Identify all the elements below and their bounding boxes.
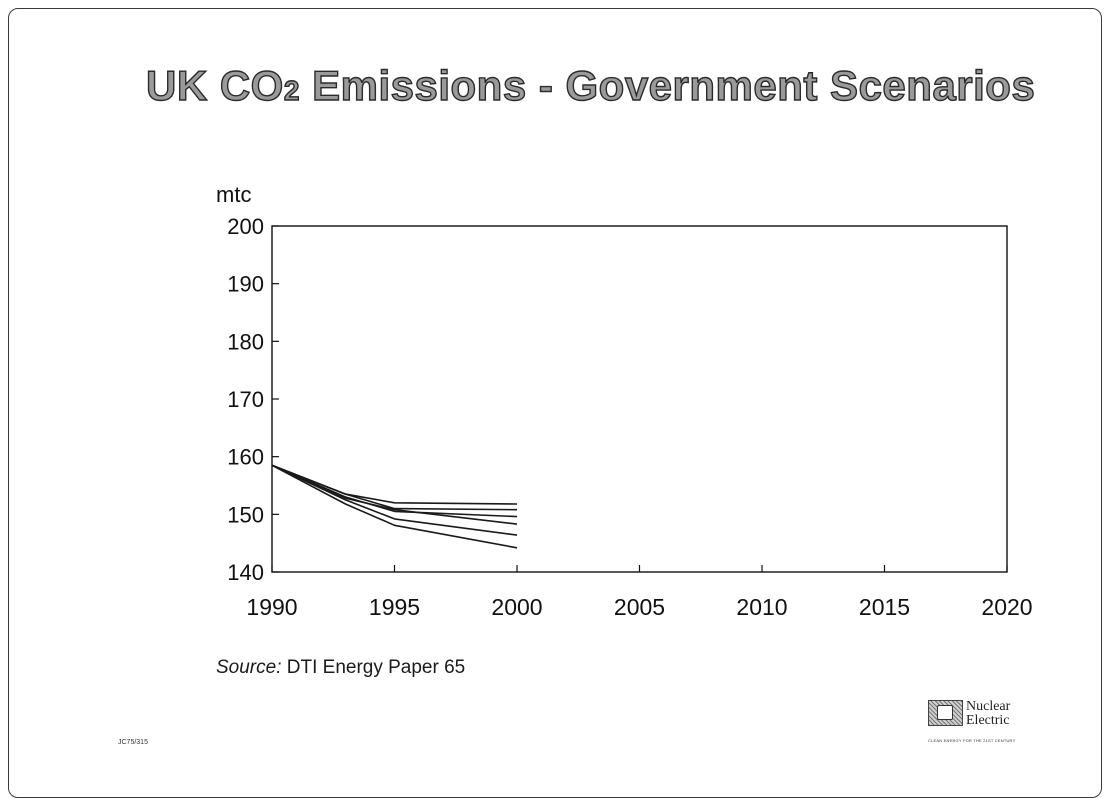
title-subscript: 2: [283, 74, 300, 106]
y-tick-label: 170: [227, 387, 264, 412]
y-tick-label: 200: [227, 214, 264, 239]
page-title: UK CO2 Emissions - Government Scenarios: [145, 61, 1036, 110]
y-axis-label: mtc: [216, 182, 251, 207]
logo-line-2: Electric: [966, 713, 1010, 728]
source-note: Source: DTI Energy Paper 65: [216, 657, 465, 679]
y-tick-label: 160: [227, 445, 264, 470]
logo-emblem: [928, 700, 963, 726]
logo-line-1: Nuclear: [966, 699, 1011, 714]
source-label: Source:: [216, 657, 282, 678]
x-tick-label: 2005: [614, 594, 665, 620]
x-tick-label: 1995: [369, 594, 420, 620]
scenario-line-5: [271, 464, 518, 536]
y-tick-label: 180: [227, 329, 264, 354]
source-text: DTI Energy Paper 65: [281, 657, 466, 678]
nuclear-electric-logo: Nuclear Electric CLEAN ENERGY FOR THE 21S…: [928, 700, 1048, 752]
title-rest: Emissions - Government Scenarios: [299, 61, 1036, 109]
logo-mark-icon: [937, 705, 953, 720]
title-main: UK CO: [145, 61, 284, 109]
document-code: JC75/315: [118, 739, 148, 746]
y-tick-label: 140: [227, 560, 264, 585]
emissions-chart: mtc 140 150 160 170 180 190 200 1990 1995 2000 200…: [216, 182, 1033, 620]
x-tick-label: 2020: [981, 594, 1032, 620]
x-tick-label: 1990: [246, 594, 297, 620]
x-tick-label: 2010: [736, 594, 787, 620]
scenario-line-2: [271, 464, 518, 511]
y-tick-label: 150: [227, 502, 264, 527]
scenario-line-6: [271, 464, 518, 549]
x-tick-label: 2015: [859, 594, 910, 620]
y-tick-label: 190: [227, 272, 264, 297]
logo-wordmark: Nuclear Electric: [966, 700, 1010, 728]
x-tick-label: 2000: [491, 594, 542, 620]
logo-tagline: CLEAN ENERGY FOR THE 21ST CENTURY: [928, 738, 1016, 743]
